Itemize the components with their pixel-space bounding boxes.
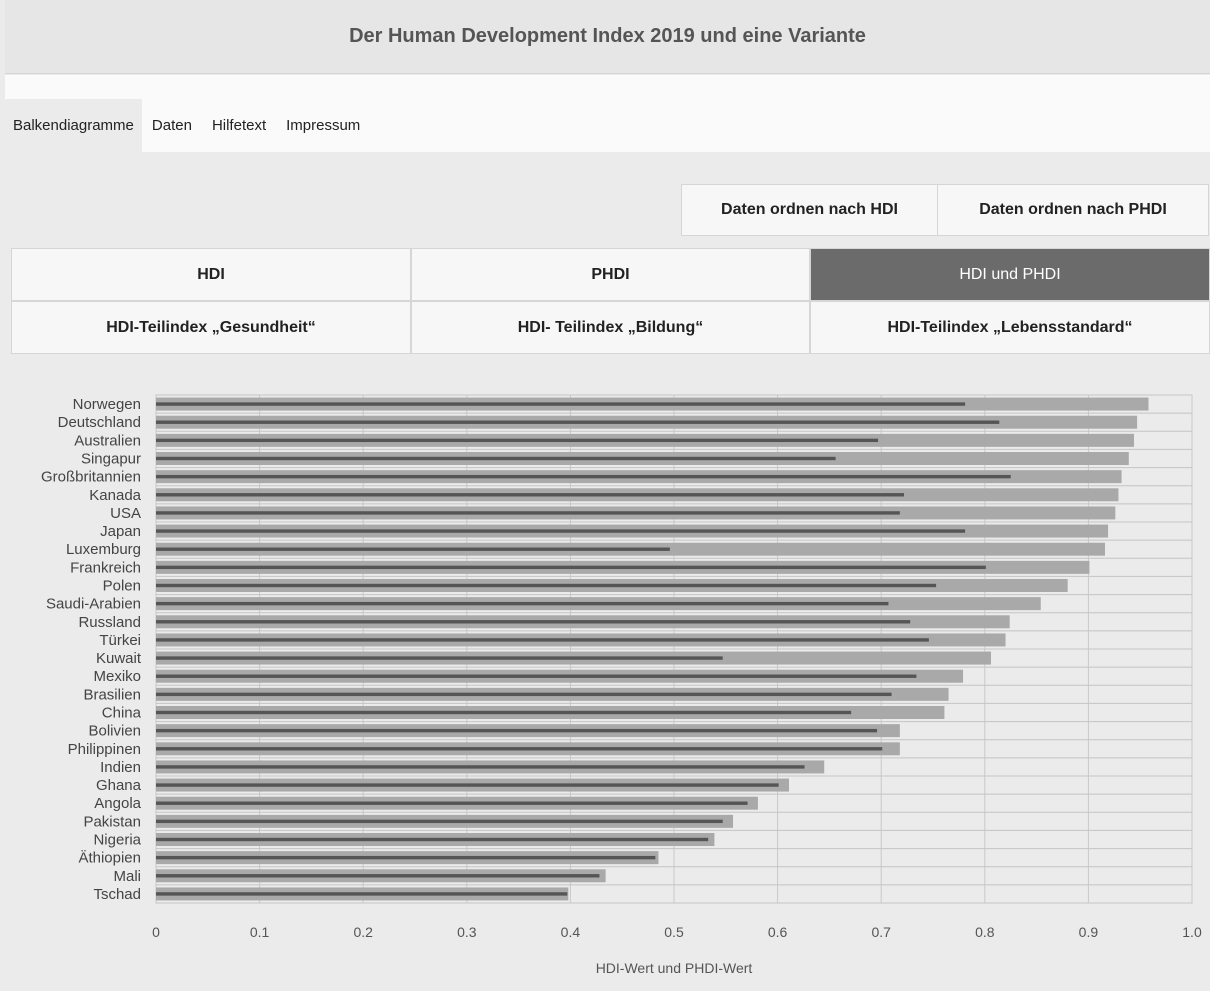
x-tick-label: 0.4: [561, 924, 581, 940]
x-tick-label: 0: [152, 924, 160, 940]
phdi-bar[interactable]: [156, 565, 986, 570]
phdi-bar[interactable]: [156, 438, 879, 443]
x-axis-title: HDI-Wert und PHDI-Wert: [596, 960, 753, 976]
phdi-bar[interactable]: [156, 638, 929, 642]
phdi-bar[interactable]: [156, 456, 836, 461]
category-label: Angola: [94, 795, 141, 812]
phdi-bar[interactable]: [156, 747, 883, 751]
category-label: China: [102, 705, 142, 722]
category-label: Saudi-Arabien: [46, 596, 141, 613]
category-label: Indien: [100, 759, 141, 776]
phdi-bar[interactable]: [156, 892, 568, 896]
phdi-bar[interactable]: [156, 583, 937, 588]
page-title: Der Human Development Index 2019 und ein…: [349, 25, 866, 47]
tab-hilfetext[interactable]: Hilfetext: [211, 117, 267, 134]
category-label: Brasilien: [83, 686, 141, 703]
phdi-bar[interactable]: [156, 402, 966, 406]
category-label: Norwegen: [73, 396, 141, 413]
category-label: Tschad: [93, 886, 141, 903]
category-label: Japan: [100, 523, 141, 540]
x-tick-label: 0.9: [1079, 924, 1099, 940]
category-label: Pakistan: [83, 813, 141, 830]
category-label: Australien: [74, 432, 141, 449]
phdi-bar[interactable]: [156, 783, 779, 787]
phdi-bar[interactable]: [156, 674, 917, 678]
order-by-phdi-button[interactable]: Daten ordnen nach PHDI: [937, 184, 1209, 236]
phdi-bar[interactable]: [156, 728, 878, 733]
category-label: Deutschland: [58, 414, 141, 431]
index-button-grid: HDI PHDI HDI und PHDI HDI-Teilindex „Ges…: [11, 248, 1210, 355]
phdi-bar[interactable]: [156, 765, 805, 769]
x-tick-label: 0.2: [353, 924, 373, 940]
x-tick-label: 0.6: [768, 924, 788, 940]
phdi-bar[interactable]: [156, 529, 966, 533]
phdi-bar[interactable]: [156, 511, 900, 515]
x-tick-label: 0.5: [664, 924, 684, 940]
category-label: Äthiopien: [78, 850, 141, 867]
phdi-bar[interactable]: [156, 819, 723, 824]
phdi-bar[interactable]: [156, 493, 904, 497]
x-tick-label: 1.0: [1182, 924, 1202, 940]
category-label: Luxemburg: [66, 541, 141, 558]
phdi-bar[interactable]: [156, 874, 600, 878]
app-header: Der Human Development Index 2019 und ein…: [5, 0, 1210, 74]
category-label: Polen: [103, 578, 141, 595]
category-label: Frankreich: [70, 559, 141, 576]
x-tick-label: 0.7: [871, 924, 891, 940]
phdi-bar[interactable]: [156, 620, 911, 624]
phdi-bar[interactable]: [156, 474, 1011, 479]
navbar: Balkendiagramme Daten Hilfetext Impressu…: [5, 75, 1210, 152]
category-label: Singapur: [81, 451, 141, 468]
category-label: Kuwait: [96, 650, 142, 667]
category-label: Türkei: [99, 632, 141, 649]
health-subindex-button[interactable]: HDI-Teilindex „Gesundheit“: [11, 301, 411, 354]
hdi-button[interactable]: HDI: [11, 248, 411, 301]
x-tick-label: 0.1: [250, 924, 270, 940]
category-label: Ghana: [96, 777, 142, 794]
phdi-bar[interactable]: [156, 547, 670, 551]
category-label: Bolivien: [88, 723, 141, 740]
phdi-bar[interactable]: [156, 837, 709, 842]
phdi-bar[interactable]: [156, 420, 1000, 424]
hdi-bar-chart: 0 0.1 0.2 0.3 0.4 0.5 0.6 0.7 0.8 0.9 1.0 NorwegenD…: [41, 394, 1202, 976]
living-standard-subindex-button[interactable]: HDI-Teilindex „Lebensstandard“: [810, 301, 1210, 354]
category-label: USA: [110, 505, 141, 522]
tab-bar: Balkendiagramme Daten Hilfetext Impressu…: [5, 99, 370, 152]
phdi-button[interactable]: PHDI: [411, 248, 810, 301]
category-label: Philippinen: [68, 741, 141, 758]
phdi-bar[interactable]: [156, 692, 892, 697]
tab-balkendiagramme[interactable]: Balkendiagramme: [5, 99, 142, 152]
phdi-bar[interactable]: [156, 855, 656, 860]
order-by-hdi-button[interactable]: Daten ordnen nach HDI: [681, 184, 938, 236]
x-tick-label: 0.3: [457, 924, 477, 940]
phdi-bar[interactable]: [156, 601, 889, 606]
hdi-and-phdi-button[interactable]: HDI und PHDI: [810, 248, 1210, 301]
tab-impressum[interactable]: Impressum: [286, 117, 361, 134]
category-label: Großbritannien: [41, 469, 141, 486]
phdi-bar[interactable]: [156, 801, 748, 805]
x-tick-label: 0.8: [975, 924, 995, 940]
order-button-group: Daten ordnen nach HDI Daten ordnen nach …: [681, 184, 1209, 236]
category-label: Russland: [78, 614, 141, 631]
category-label: Mexiko: [93, 668, 141, 685]
bar-chart-container: 0 0.1 0.2 0.3 0.4 0.5 0.6 0.7 0.8 0.9 1.0 Norwegen D…: [0, 380, 1210, 986]
tab-daten[interactable]: Daten: [151, 117, 192, 134]
phdi-bar[interactable]: [156, 656, 723, 660]
category-label: Mali: [113, 868, 141, 885]
category-label: Kanada: [89, 487, 141, 504]
category-label: Nigeria: [93, 832, 141, 849]
education-subindex-button[interactable]: HDI- Teilindex „Bildung“: [411, 301, 810, 354]
phdi-bar[interactable]: [156, 710, 852, 715]
